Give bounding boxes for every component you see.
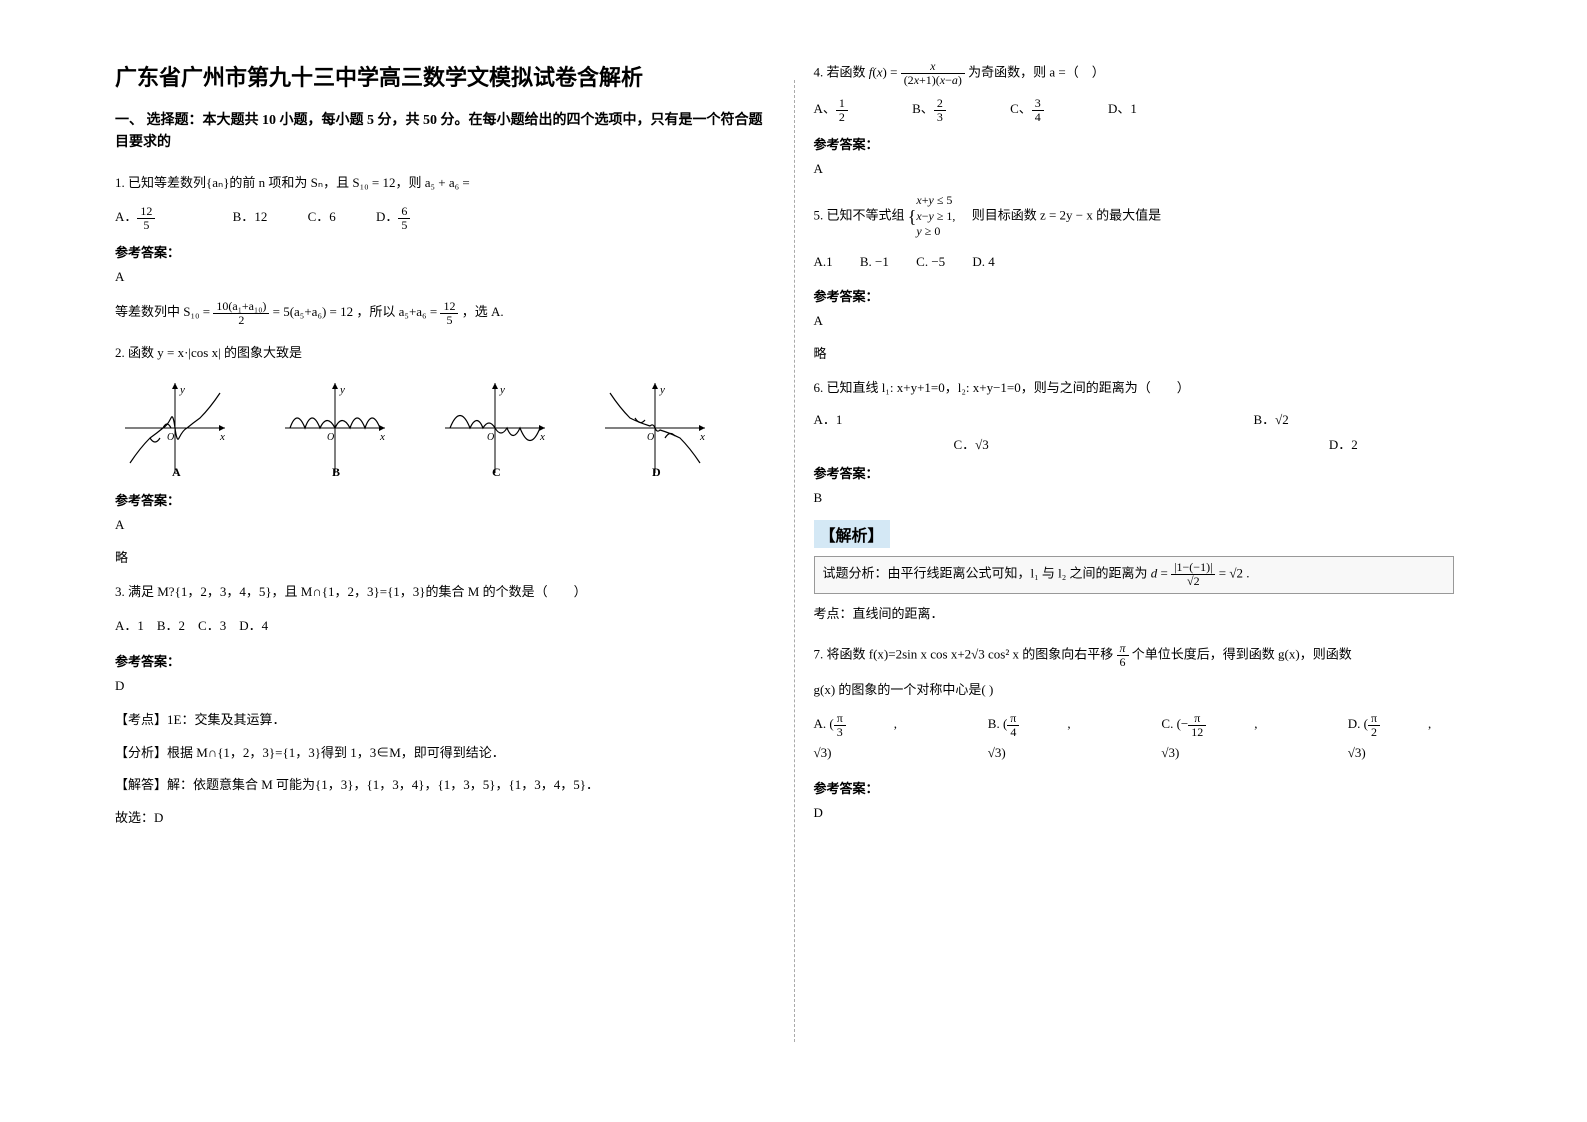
q4-b: 23	[934, 97, 970, 124]
q6-analysis-label: 【解析】	[814, 520, 1473, 548]
q1-ans: A	[115, 269, 774, 285]
q6-analysis-text: 试题分析：由平行线距离公式可知，l₁ 与 l₂ 之间的距离为	[823, 566, 1148, 581]
svg-text:x: x	[539, 431, 545, 443]
svg-text:x: x	[379, 431, 385, 443]
question-2: 2. 函数 y = x·|cos x| 的图象大致是	[115, 341, 774, 366]
q5-b: B. −1	[860, 254, 889, 269]
q6-row1: A．1 B．√2	[814, 409, 1473, 428]
q1-opt-c: 6	[329, 209, 336, 224]
exam-title: 广东省广州市第九十三中学高三数学文模拟试卷含解析	[115, 60, 774, 92]
q1-expl3: ，选 A.	[462, 304, 504, 319]
q1-explanation: 等差数列中 S₁₀ = 10(a₁+a₁₀)2 = 5(a₅+a₆) = 12 …	[115, 299, 774, 327]
q3-ans: D	[115, 678, 774, 694]
q7-options: A. (π3, √3) B. (π4, √3) C. (−π12, √3) D.…	[814, 710, 1473, 767]
right-column: 4. 若函数 f(x) = x(2x+1)(x−a) 为奇函数，则 a =（ ）…	[794, 60, 1493, 1062]
q1-expl1: 等差数列中	[115, 304, 180, 319]
svg-text:O: O	[647, 432, 654, 443]
question-4: 4. 若函数 f(x) = x(2x+1)(x−a) 为奇函数，则 a =（ ）	[814, 60, 1473, 87]
q4-c: 34	[1032, 97, 1068, 124]
q1-expl2: ，所以	[356, 304, 395, 319]
q1-stem: 1. 已知等差数列{aₙ}的前 n 项和为 Sₙ，且 S₁₀ = 12，则 a₅…	[115, 175, 470, 190]
svg-text:C: C	[492, 465, 501, 478]
svg-text:O: O	[167, 432, 174, 443]
q2-stem: 2. 函数 y = x·|cos x| 的图象大致是	[115, 345, 302, 360]
q7-pre: 7. 将函数 f(x)=2sin x cos x+2√3 cos² x 的图象向…	[814, 647, 1114, 662]
q6-b: B．√2	[1254, 409, 1289, 428]
q3-kp: 【考点】1E：交集及其运算．	[115, 708, 774, 733]
q4-pre: 4. 若函数	[814, 65, 866, 80]
question-5: 5. 已知不等式组 { x+y ≤ 5 x−y ≥ 1, y ≥ 0 则目标函数…	[814, 193, 1473, 240]
question-3: 3. 满足 M?{1，2，3，4，5}，且 M∩{1，2，3}={1，3}的集合…	[115, 580, 774, 605]
svg-text:x: x	[699, 431, 705, 443]
q5-a: A.1	[814, 254, 833, 269]
q1-options: A．125 B．12 C．6 D．65	[115, 203, 774, 232]
q6-kp: 考点：直线间的距离．	[814, 602, 1473, 627]
svg-text:O: O	[327, 432, 334, 443]
question-6: 6. 已知直线 l₁: x+y+1=0，l₂: x+y−1=0，则与之间的距离为…	[814, 376, 1473, 401]
q1-opt-d: 65	[398, 205, 434, 232]
svg-text:D: D	[652, 465, 661, 478]
q5-ans-label: 参考答案：	[814, 286, 1473, 305]
q4-a: 12	[836, 97, 872, 124]
q5-ans: A	[814, 313, 1473, 329]
q7-ans-label: 参考答案：	[814, 778, 1473, 797]
q1-opt-b: 12	[254, 209, 267, 224]
q6-ans: B	[814, 490, 1473, 506]
q4-ans-label: 参考答案：	[814, 134, 1473, 153]
q7-c: C. (−π12, √3)	[1161, 710, 1273, 767]
question-7: 7. 将函数 f(x)=2sin x cos x+2√3 cos² x 的图象向…	[814, 642, 1473, 669]
graph-c: y x O C	[435, 378, 555, 478]
left-column: 广东省广州市第九十三中学高三数学文模拟试卷含解析 一、 选择题：本大题共 10 …	[95, 60, 794, 1062]
graph-d: y x O D	[595, 378, 715, 478]
svg-text:y: y	[179, 384, 185, 396]
q6-d: D．2	[1329, 434, 1358, 453]
q3-ans-label: 参考答案：	[115, 651, 774, 670]
q3-stem: 3. 满足 M?{1，2，3，4，5}，且 M∩{1，2，3}={1，3}的集合…	[115, 584, 587, 599]
q3-opts: A．1 B．2 C．3 D．4	[115, 612, 774, 641]
q2-ans-label: 参考答案：	[115, 490, 774, 509]
q6-row2: C．√3 D．2	[814, 434, 1473, 453]
q5-d: D. 4	[972, 254, 994, 269]
svg-text:A: A	[172, 465, 181, 478]
q3-fx: 【分析】根据 M∩{1，2，3}={1，3}得到 1，3∈M，即可得到结论．	[115, 741, 774, 766]
svg-text:B: B	[332, 465, 340, 478]
q7-post: g(x) 的图象的一个对称中心是( )	[814, 678, 1473, 703]
q6-c: C．√3	[954, 434, 989, 453]
q5-pre: 5. 已知不等式组	[814, 207, 905, 222]
q4-d: 1	[1130, 101, 1137, 116]
graph-a: y x O A	[115, 378, 235, 478]
q2-ans: A	[115, 517, 774, 533]
q5-note: 略	[814, 343, 1473, 362]
q5-c: C. −5	[916, 254, 945, 269]
q3-jd: 【解答】解：依题意集合 M 可能为{1，3}，{1，3，4}，{1，3，5}，{…	[115, 773, 774, 798]
svg-text:O: O	[487, 432, 494, 443]
q4-options: A、12 B、23 C、34 D、1	[814, 95, 1473, 124]
question-1: 1. 已知等差数列{aₙ}的前 n 项和为 Sₙ，且 S₁₀ = 12，则 a₅…	[115, 171, 774, 196]
q7-mid: 个单位长度后，得到函数 g(x)，则函数	[1132, 647, 1352, 662]
svg-text:x: x	[219, 431, 225, 443]
q2-graphs: y x O A y x O B y x O C	[115, 378, 774, 478]
q6-ans-label: 参考答案：	[814, 463, 1473, 482]
q6-analysis-box: 试题分析：由平行线距离公式可知，l₁ 与 l₂ 之间的距离为 d = |1−(−…	[814, 556, 1454, 593]
q6-stem: 6. 已知直线 l₁: x+y+1=0，l₂: x+y−1=0，则与之间的距离为…	[814, 380, 1190, 395]
q7-a: A. (π3, √3)	[814, 710, 914, 767]
section-header: 一、 选择题：本大题共 10 小题，每小题 5 分，共 50 分。在每小题给出的…	[115, 110, 774, 155]
q3-conclusion: 故选：D	[115, 806, 774, 831]
q2-note: 略	[115, 547, 774, 566]
q1-ans-label: 参考答案：	[115, 242, 774, 261]
q1-opt-a: 125	[137, 205, 179, 232]
column-divider	[794, 80, 795, 1042]
q7-b: B. (π4, √3)	[988, 710, 1088, 767]
q7-d: D. (π2, √3)	[1348, 710, 1448, 767]
q7-ans: D	[814, 805, 1473, 821]
q5-post: 则目标函数 z = 2y − x 的最大值是	[972, 207, 1161, 222]
svg-text:y: y	[339, 384, 345, 396]
q4-ans: A	[814, 161, 1473, 177]
svg-text:y: y	[659, 384, 665, 396]
graph-b: y x O B	[275, 378, 395, 478]
q5-options: A.1 B. −1 C. −5 D. 4	[814, 248, 1473, 277]
q6-a: A．1	[814, 409, 994, 428]
q4-post: 为奇函数，则 a =（ ）	[968, 65, 1105, 80]
svg-text:y: y	[499, 384, 505, 396]
